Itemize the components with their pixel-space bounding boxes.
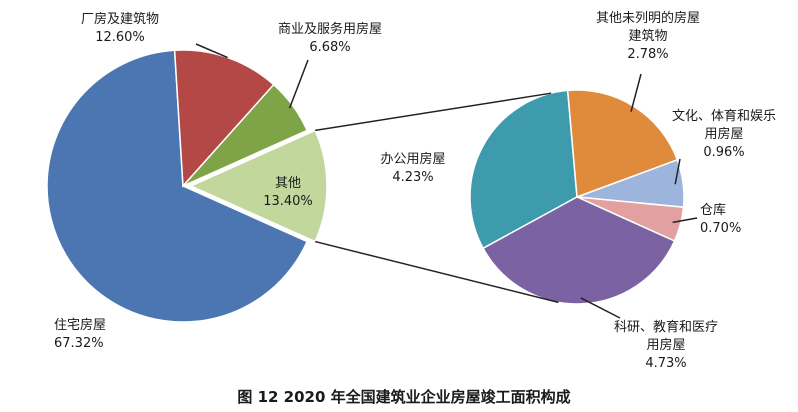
leader-main-slice-2 <box>288 59 309 109</box>
label-detail-slice-2: 文化、体育和娱乐用房屋 0.96% <box>672 108 776 160</box>
connector-line-bottom <box>314 240 559 304</box>
detail-pie-slice-0 <box>469 89 578 250</box>
main-pie-slice-1 <box>173 49 275 188</box>
connector-line-top <box>315 92 552 132</box>
label-detail-slice-0: 办公用房屋 4.23% <box>380 151 445 185</box>
detail-pie-slice-4 <box>482 196 676 305</box>
detail-pie-slice-1 <box>566 89 679 199</box>
label-main-slice-3: 其他 13.40% <box>263 176 313 209</box>
main-pie <box>46 49 328 323</box>
slice-labels: 住宅房屋 67.32% 厂房及建筑物 12.60% 商业及服务用房屋 6.68% 其他 13.… <box>54 10 776 371</box>
label-main-slice-1: 厂房及建筑物 12.60% <box>81 11 159 45</box>
detail-pie <box>469 89 685 305</box>
chart-title: 图 12 2020 年全国建筑业企业房屋竣工面积构成 <box>237 388 570 406</box>
leader-main-slice-1 <box>195 43 228 59</box>
main-pie-slice-0 <box>46 49 309 323</box>
main-pie-slice-2 <box>182 83 309 187</box>
label-main-slice-0: 住宅房屋 67.32% <box>54 317 106 351</box>
pie-connector-lines <box>314 92 559 304</box>
label-detail-slice-1: 其他未列明的房屋建筑物 2.78% <box>596 10 700 62</box>
main-pie-slice-3 <box>189 129 328 243</box>
label-detail-slice-4: 科研、教育和医疗用房屋 4.73% <box>614 319 718 371</box>
leader-detail-slice-2 <box>674 158 681 185</box>
leader-detail-slice-4 <box>580 297 621 319</box>
label-main-slice-2: 商业及服务用房屋 6.68% <box>278 21 382 55</box>
leader-detail-slice-3 <box>672 217 698 224</box>
leader-detail-slice-1 <box>630 73 642 112</box>
label-detail-slice-3: 仓库 0.70% <box>700 202 741 236</box>
